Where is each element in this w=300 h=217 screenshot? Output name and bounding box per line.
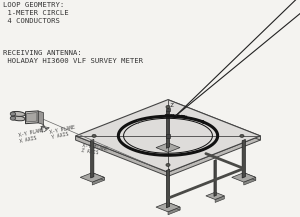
Polygon shape bbox=[214, 159, 216, 196]
Circle shape bbox=[10, 116, 16, 120]
Polygon shape bbox=[168, 148, 180, 155]
Circle shape bbox=[92, 134, 96, 137]
Polygon shape bbox=[168, 136, 260, 176]
Polygon shape bbox=[206, 192, 224, 199]
Text: X-Y PLANE
Z AXIS: X-Y PLANE Z AXIS bbox=[81, 143, 108, 157]
Polygon shape bbox=[168, 207, 180, 215]
Polygon shape bbox=[168, 202, 180, 210]
Polygon shape bbox=[244, 177, 256, 185]
Polygon shape bbox=[76, 136, 168, 176]
Text: y: y bbox=[137, 119, 141, 124]
Polygon shape bbox=[168, 100, 260, 140]
Text: z: z bbox=[169, 102, 174, 108]
Text: LOOP GEOMETRY:
 1-METER CIRCLE
 4 CONDUCTORS: LOOP GEOMETRY: 1-METER CIRCLE 4 CONDUCTO… bbox=[3, 2, 69, 24]
Polygon shape bbox=[92, 177, 104, 185]
Polygon shape bbox=[244, 173, 256, 180]
Polygon shape bbox=[38, 111, 44, 125]
Bar bbox=[166, 134, 170, 138]
Polygon shape bbox=[232, 173, 256, 182]
Circle shape bbox=[240, 134, 244, 137]
Ellipse shape bbox=[11, 116, 25, 121]
Text: X-Y PLANE
Y AXIS: X-Y PLANE Y AXIS bbox=[50, 124, 77, 140]
Polygon shape bbox=[76, 100, 260, 172]
Polygon shape bbox=[27, 113, 37, 122]
Polygon shape bbox=[156, 143, 180, 152]
Polygon shape bbox=[167, 110, 170, 148]
Polygon shape bbox=[167, 169, 170, 208]
Polygon shape bbox=[26, 111, 38, 124]
Text: RECEIVING ANTENNA:
 HOLADAY HI3600 VLF SURVEY METER: RECEIVING ANTENNA: HOLADAY HI3600 VLF SU… bbox=[3, 50, 143, 64]
Bar bbox=[166, 108, 170, 111]
Polygon shape bbox=[215, 196, 224, 202]
Polygon shape bbox=[168, 143, 180, 151]
Text: X-Y PLANE
X AXIS: X-Y PLANE X AXIS bbox=[18, 128, 46, 144]
Circle shape bbox=[166, 163, 170, 166]
Polygon shape bbox=[91, 140, 94, 178]
Circle shape bbox=[10, 112, 16, 116]
Circle shape bbox=[166, 105, 170, 108]
Polygon shape bbox=[242, 140, 245, 178]
Polygon shape bbox=[80, 173, 104, 182]
Polygon shape bbox=[156, 202, 180, 212]
Polygon shape bbox=[92, 173, 104, 180]
Ellipse shape bbox=[11, 112, 25, 116]
